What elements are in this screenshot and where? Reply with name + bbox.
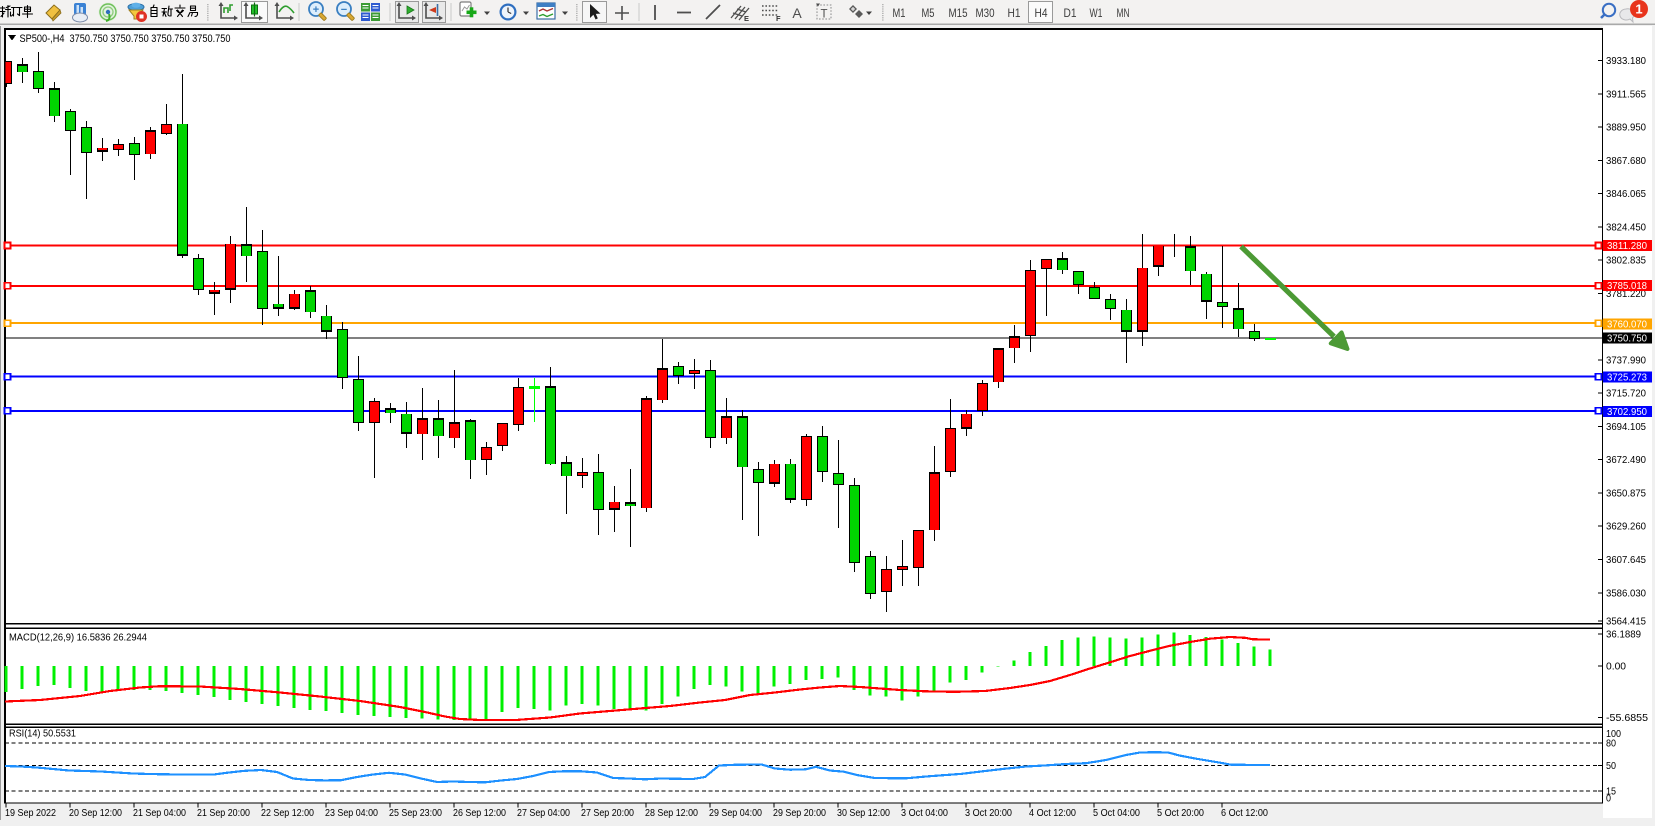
svg-text:M30: M30 xyxy=(976,6,995,20)
svg-text:36.1889: 36.1889 xyxy=(1606,629,1641,641)
svg-text:D1: D1 xyxy=(1064,6,1077,20)
svg-text:3715.720: 3715.720 xyxy=(1606,388,1646,400)
svg-text:0: 0 xyxy=(1606,793,1611,805)
svg-text:29 Sep 04:00: 29 Sep 04:00 xyxy=(709,807,762,819)
svg-text:20 Sep 12:00: 20 Sep 12:00 xyxy=(69,807,122,819)
svg-text:25 Sep 23:00: 25 Sep 23:00 xyxy=(389,807,442,819)
svg-text:3824.450: 3824.450 xyxy=(1606,221,1646,233)
svg-text:3785.018: 3785.018 xyxy=(1607,280,1647,292)
svg-text:100: 100 xyxy=(1606,728,1621,740)
svg-text:3811.280: 3811.280 xyxy=(1607,240,1647,252)
svg-text:29 Sep 20:00: 29 Sep 20:00 xyxy=(773,807,826,819)
svg-text:30 Sep 12:00: 30 Sep 12:00 xyxy=(837,807,890,819)
svg-text:3650.875: 3650.875 xyxy=(1606,488,1646,500)
svg-text:6 Oct 12:00: 6 Oct 12:00 xyxy=(1221,807,1268,819)
svg-text:RSI(14) 50.5531: RSI(14) 50.5531 xyxy=(9,728,76,740)
svg-text:3846.065: 3846.065 xyxy=(1606,188,1646,200)
svg-text:21 Sep 04:00: 21 Sep 04:00 xyxy=(133,807,186,819)
svg-text:3586.030: 3586.030 xyxy=(1606,587,1646,599)
svg-text:H4: H4 xyxy=(1035,6,1048,20)
svg-text:3 Oct 20:00: 3 Oct 20:00 xyxy=(965,807,1012,819)
svg-text:A: A xyxy=(792,5,802,21)
svg-text:3802.835: 3802.835 xyxy=(1606,255,1646,267)
svg-text:3672.490: 3672.490 xyxy=(1606,454,1646,466)
svg-text:SP500-,H4 3750.750 3750.750 3: SP500-,H4 3750.750 3750.750 3750.750 375… xyxy=(20,33,231,45)
svg-text:23 Sep 04:00: 23 Sep 04:00 xyxy=(325,807,378,819)
svg-text:3889.950: 3889.950 xyxy=(1606,122,1646,134)
svg-text:80: 80 xyxy=(1606,738,1616,750)
svg-text:22 Sep 12:00: 22 Sep 12:00 xyxy=(261,807,314,819)
svg-text:3737.990: 3737.990 xyxy=(1606,354,1646,366)
svg-text:1: 1 xyxy=(1635,2,1642,17)
svg-text:3911.565: 3911.565 xyxy=(1606,88,1646,100)
svg-text:−: − xyxy=(341,4,347,16)
svg-text:3 Oct 04:00: 3 Oct 04:00 xyxy=(901,807,948,819)
svg-text:T: T xyxy=(820,9,827,21)
svg-text:3760.070: 3760.070 xyxy=(1607,318,1647,330)
svg-text:0.00: 0.00 xyxy=(1606,661,1626,673)
svg-text:MN: MN xyxy=(1117,6,1130,20)
svg-text:-55.6855: -55.6855 xyxy=(1606,712,1648,724)
svg-text:28 Sep 12:00: 28 Sep 12:00 xyxy=(645,807,698,819)
svg-text:19 Sep 2022: 19 Sep 2022 xyxy=(5,807,56,819)
svg-text:27 Sep 20:00: 27 Sep 20:00 xyxy=(581,807,634,819)
svg-text:26 Sep 12:00: 26 Sep 12:00 xyxy=(453,807,506,819)
svg-text:3725.273: 3725.273 xyxy=(1607,372,1647,384)
svg-text:50: 50 xyxy=(1606,760,1616,772)
svg-text:3694.105: 3694.105 xyxy=(1606,421,1646,433)
svg-text:+: + xyxy=(313,4,319,16)
svg-text:4 Oct 12:00: 4 Oct 12:00 xyxy=(1029,807,1076,819)
svg-text:5 Oct 20:00: 5 Oct 20:00 xyxy=(1157,807,1204,819)
svg-text:E: E xyxy=(744,14,749,23)
svg-text:3629.260: 3629.260 xyxy=(1606,521,1646,533)
svg-text:3702.950: 3702.950 xyxy=(1607,406,1647,418)
svg-text:15: 15 xyxy=(1606,786,1616,798)
svg-text:3933.180: 3933.180 xyxy=(1606,55,1646,67)
svg-text:H1: H1 xyxy=(1008,6,1021,20)
svg-text:27 Sep 04:00: 27 Sep 04:00 xyxy=(517,807,570,819)
svg-text:3750.750: 3750.750 xyxy=(1607,333,1647,345)
svg-text:5 Oct 04:00: 5 Oct 04:00 xyxy=(1093,807,1140,819)
svg-text:3867.680: 3867.680 xyxy=(1606,155,1646,167)
svg-text:3564.415: 3564.415 xyxy=(1606,616,1646,628)
svg-text:M1: M1 xyxy=(893,6,906,20)
svg-text:3607.645: 3607.645 xyxy=(1606,554,1646,566)
svg-text:M15: M15 xyxy=(949,6,968,20)
svg-text:W1: W1 xyxy=(1090,6,1103,20)
svg-text:M5: M5 xyxy=(922,6,935,20)
svg-text:21 Sep 20:00: 21 Sep 20:00 xyxy=(197,807,250,819)
svg-text:F: F xyxy=(776,14,781,23)
svg-text:MACD(12,26,9) 16.5836 26.2944: MACD(12,26,9) 16.5836 26.2944 xyxy=(9,632,147,644)
